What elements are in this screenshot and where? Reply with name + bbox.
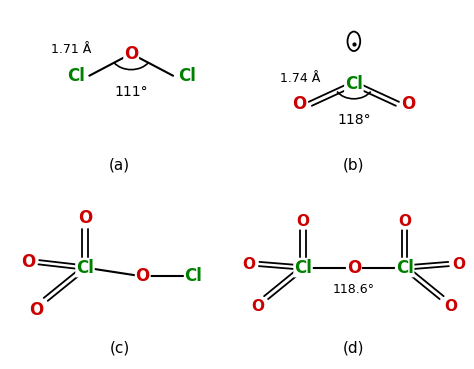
Text: O: O xyxy=(243,256,255,272)
Text: (a): (a) xyxy=(109,157,130,172)
Text: Cl: Cl xyxy=(345,75,363,93)
Text: O: O xyxy=(21,253,36,271)
Text: O: O xyxy=(297,214,310,229)
Text: 1.74 Å: 1.74 Å xyxy=(280,72,320,85)
Text: Cl: Cl xyxy=(396,259,414,276)
Text: Cl: Cl xyxy=(178,67,196,85)
Text: 1.71 Å: 1.71 Å xyxy=(51,43,92,56)
Text: O: O xyxy=(401,95,415,113)
Text: O: O xyxy=(124,45,138,63)
Text: Cl: Cl xyxy=(76,259,94,276)
Text: (c): (c) xyxy=(109,341,130,356)
Text: O: O xyxy=(398,214,411,229)
Text: (b): (b) xyxy=(343,157,365,172)
Text: O: O xyxy=(29,301,44,319)
Text: O: O xyxy=(251,299,264,314)
Text: 118°: 118° xyxy=(337,113,371,127)
Text: O: O xyxy=(452,256,465,272)
Text: O: O xyxy=(347,259,361,276)
Text: Cl: Cl xyxy=(67,67,85,85)
Text: 111°: 111° xyxy=(114,85,148,99)
Text: Cl: Cl xyxy=(184,268,202,285)
Text: O: O xyxy=(444,299,457,314)
Text: 118.6°: 118.6° xyxy=(333,283,375,296)
Text: (d): (d) xyxy=(343,341,365,356)
Text: O: O xyxy=(136,268,150,285)
Text: O: O xyxy=(292,95,307,113)
Text: Cl: Cl xyxy=(294,259,312,276)
Text: O: O xyxy=(78,209,92,227)
